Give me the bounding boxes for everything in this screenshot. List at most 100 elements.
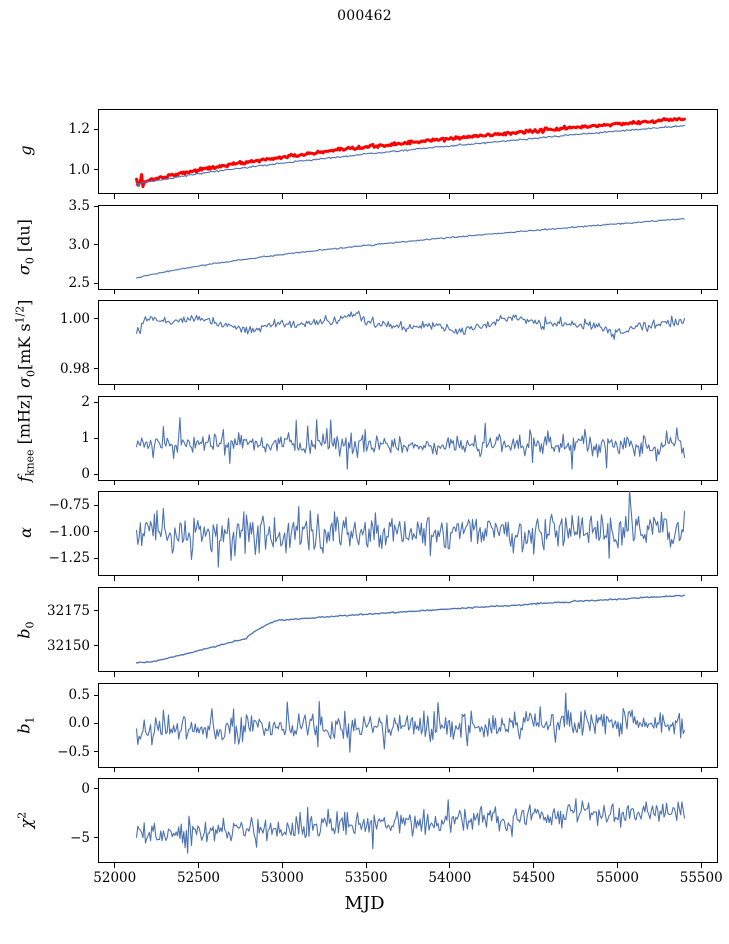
x-tick-mark [616, 289, 618, 295]
y-tick-label: −1.00 [48, 523, 90, 540]
x-tick-mark [365, 194, 367, 199]
x-tick-mark [114, 672, 116, 677]
x-tick-mark [449, 767, 451, 773]
x-tick-mark [114, 767, 116, 773]
plot-panel-sigma0-mk [98, 300, 718, 386]
x-tick-mark [449, 672, 451, 677]
x-tick-mark [197, 767, 200, 773]
series-line-alpha [137, 491, 685, 567]
y-tick-mark [93, 169, 98, 171]
series-line-b0 [137, 595, 685, 663]
x-tick-mark [616, 194, 618, 199]
y-tick-label: −0.5 [57, 743, 90, 760]
x-tick-mark [449, 194, 451, 199]
x-tick-label: 53000 [260, 870, 304, 887]
x-tick-mark [449, 385, 451, 390]
panel-frame [98, 300, 718, 386]
x-tick-mark [114, 480, 116, 486]
y-tick-label: 0.5 [68, 687, 90, 704]
x-tick-mark [533, 576, 535, 581]
x-tick-mark [700, 194, 702, 199]
y-tick-label: 32175 [47, 602, 90, 619]
y-tick-label: 1 [81, 430, 90, 447]
y-tick-label: 2 [81, 394, 90, 411]
panel-plot-area [98, 300, 718, 385]
panel-frame [98, 204, 718, 290]
y-tick-mark [93, 531, 98, 533]
series-line-gain-fit [137, 118, 685, 186]
y-tick-mark [93, 504, 98, 506]
x-tick-mark [533, 863, 535, 868]
y-tick-mark [93, 401, 98, 403]
x-tick-mark [197, 576, 200, 581]
x-tick-mark [449, 863, 451, 868]
y-tick-label: 3.0 [68, 236, 90, 253]
x-tick-mark [616, 672, 618, 677]
panel-plot-area [98, 396, 718, 481]
x-tick-mark [281, 767, 283, 773]
x-tick-label: 52500 [177, 870, 221, 887]
series-line-sigma0-du [137, 218, 685, 278]
series-line-chi2 [137, 799, 685, 853]
y-tick-label: −0.75 [48, 497, 90, 514]
x-tick-mark [281, 863, 283, 868]
x-tick-mark [197, 289, 200, 295]
x-tick-mark [449, 480, 451, 486]
y-tick-label: 2.5 [68, 275, 90, 292]
x-tick-mark [449, 289, 451, 295]
x-tick-mark [616, 576, 618, 581]
y-tick-label: 0 [81, 780, 90, 797]
x-tick-mark [281, 194, 283, 199]
y-tick-label: 0.0 [68, 715, 90, 732]
x-tick-mark [700, 576, 702, 581]
x-tick-mark [197, 194, 200, 199]
x-tick-label: 55000 [595, 870, 639, 887]
x-tick-mark [616, 480, 618, 486]
y-axis-label-chi2: χ2 [14, 811, 36, 829]
x-tick-mark [365, 576, 367, 581]
panel-plot-area [98, 683, 718, 768]
y-tick-mark [93, 205, 98, 207]
x-tick-mark [616, 863, 618, 868]
x-tick-mark [700, 863, 702, 868]
x-tick-mark [114, 863, 116, 868]
plot-panel-f-knee [98, 395, 718, 481]
x-tick-label: 54000 [428, 870, 472, 887]
figure-title: 000462 [337, 8, 392, 24]
x-axis-label: MJD [344, 893, 385, 915]
x-tick-mark [700, 289, 702, 295]
x-tick-mark [281, 576, 283, 581]
y-tick-label: 3.5 [68, 198, 90, 215]
y-tick-mark [93, 318, 98, 320]
x-tick-mark [114, 289, 116, 295]
y-tick-mark [93, 788, 98, 790]
x-tick-mark [365, 289, 367, 295]
y-tick-mark [93, 128, 98, 130]
x-tick-mark [700, 767, 702, 773]
panel-plot-area [98, 778, 718, 863]
x-tick-label: 55500 [679, 870, 723, 887]
x-tick-mark [197, 672, 200, 677]
plot-panel-gain-fit [98, 109, 718, 194]
series-line-gain-data [137, 125, 685, 186]
x-tick-mark [365, 385, 367, 390]
y-tick-mark [93, 610, 98, 612]
x-tick-mark [114, 385, 116, 390]
x-tick-mark [616, 767, 618, 773]
y-tick-mark [93, 437, 98, 439]
x-tick-label: 53500 [344, 870, 388, 887]
y-tick-mark [93, 751, 98, 753]
x-tick-mark [700, 672, 702, 677]
y-tick-label: 0 [81, 466, 90, 483]
panel-plot-area [98, 109, 718, 194]
series-line-f-knee [137, 417, 685, 468]
plot-panel-b0 [98, 587, 718, 672]
y-tick-mark [93, 722, 98, 724]
y-tick-label: 1.00 [59, 310, 90, 327]
x-tick-mark [281, 385, 283, 390]
x-tick-mark [700, 385, 702, 390]
x-tick-mark [449, 576, 451, 581]
x-tick-mark [197, 385, 200, 390]
y-tick-mark [93, 644, 98, 647]
